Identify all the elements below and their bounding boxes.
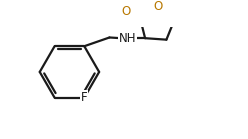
- Text: NH: NH: [119, 32, 136, 45]
- Text: O: O: [154, 0, 163, 13]
- Text: O: O: [122, 5, 131, 18]
- Text: F: F: [81, 91, 88, 104]
